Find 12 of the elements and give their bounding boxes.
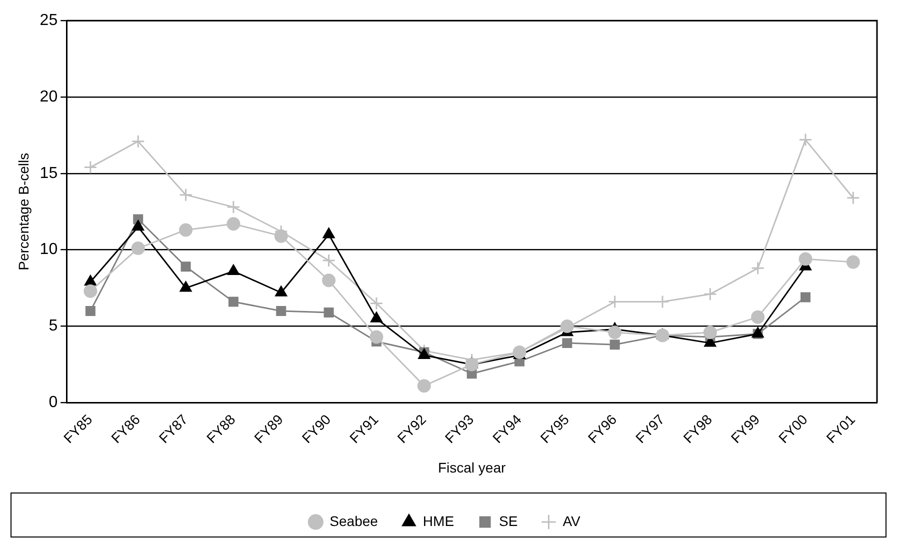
legend-label: SE xyxy=(499,512,518,529)
y-tick-label: 10 xyxy=(40,241,58,258)
y-axis-title: Percentage B-cells xyxy=(15,152,32,270)
y-tick-label: 15 xyxy=(40,164,58,182)
legend-label: HME xyxy=(422,512,454,529)
y-tick-label: 0 xyxy=(48,394,58,412)
y-tick-label: 25 xyxy=(40,12,58,30)
x-axis-title: Fiscal year xyxy=(438,459,506,476)
legend-label: AV xyxy=(562,512,582,529)
y-tick-label: 5 xyxy=(48,318,58,335)
y-tick-label: 20 xyxy=(40,88,58,106)
legend-label: Seabee xyxy=(330,512,378,529)
